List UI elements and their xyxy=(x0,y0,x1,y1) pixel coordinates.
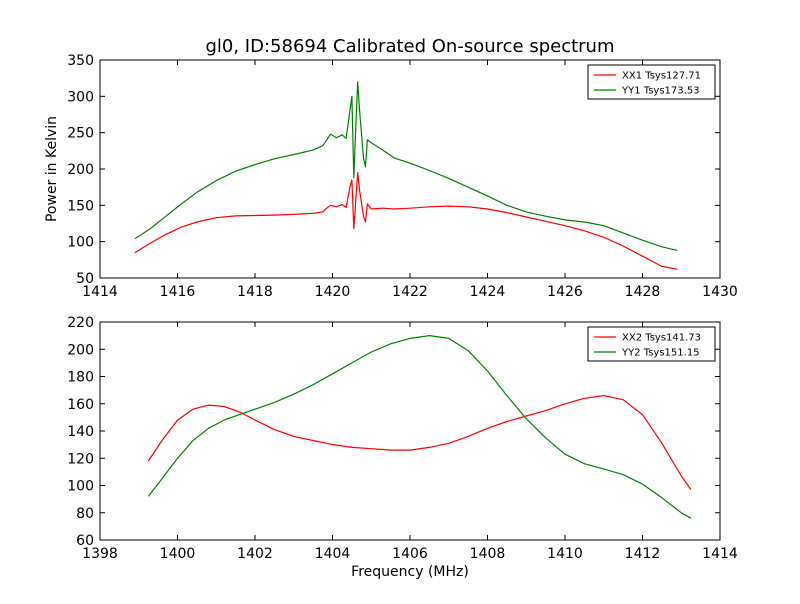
bottom-xtick-label: 1400 xyxy=(160,546,196,562)
top-ytick-label: 150 xyxy=(67,198,94,214)
top-series xyxy=(134,81,678,270)
top-ytick-label: 100 xyxy=(67,235,94,251)
top-ytick-label: 250 xyxy=(67,126,94,142)
bottom-plot-frame xyxy=(99,321,721,541)
top-xtick-label: 1422 xyxy=(392,284,428,300)
top-legend-label-1: YY1 Tsys173.53 xyxy=(621,86,700,97)
bottom-ytick-label: 80 xyxy=(76,506,94,522)
top-xtick-label: 1416 xyxy=(160,284,196,300)
top-xtick-label: 1420 xyxy=(315,284,351,300)
top-ytick-label: 50 xyxy=(76,271,94,287)
bottom-legend: XX2 Tsys141.73 YY2 Tsys151.15 xyxy=(587,326,716,362)
bottom-xtick-label: 1398 xyxy=(82,546,118,562)
top-plot-frame xyxy=(99,59,721,279)
bottom-xtick-label: 1404 xyxy=(315,546,351,562)
bottom-ytick-label: 160 xyxy=(67,397,94,413)
top-xtick-label: 1424 xyxy=(470,284,506,300)
bottom-legend-box xyxy=(587,326,716,362)
top-legend-label-0: XX1 Tsys127.71 xyxy=(622,71,701,82)
figure-title: gl0, ID:58694 Calibrated On-source spect… xyxy=(205,36,614,57)
bottom-series xyxy=(147,335,692,519)
top-xtick-label: 1428 xyxy=(625,284,661,300)
bottom-legend-label-1: YY2 Tsys151.15 xyxy=(621,348,700,359)
bottom-xlabel: Frequency (MHz) xyxy=(351,564,469,580)
bottom-legend-label-0: XX2 Tsys141.73 xyxy=(622,333,701,344)
bottom-xtick-label: 1414 xyxy=(702,546,738,562)
top-xtick-label: 1426 xyxy=(547,284,583,300)
top-legend: XX1 Tsys127.71 YY1 Tsys173.53 xyxy=(587,64,716,100)
bottom-ytick-label: 120 xyxy=(67,451,94,467)
top-legend-box xyxy=(587,64,716,100)
bottom-ytick-label: 140 xyxy=(67,424,94,440)
top-ticks: 1414 1416 1418 1420 1422 1424 1426 1428 1430 50 10… xyxy=(67,53,738,300)
bottom-ytick-label: 100 xyxy=(67,479,94,495)
top-xtick-label: 1430 xyxy=(702,284,738,300)
top-ylabel: Power in Kelvin xyxy=(44,116,60,222)
bottom-ytick-label: 220 xyxy=(67,315,94,331)
top-ytick-label: 200 xyxy=(67,162,94,178)
bottom-ytick-label: 200 xyxy=(67,342,94,358)
bottom-xtick-label: 1412 xyxy=(625,546,661,562)
bottom-ytick-label: 180 xyxy=(67,370,94,386)
bottom-ytick-label: 60 xyxy=(76,533,94,549)
top-panel: 1414 1416 1418 1420 1422 1424 1426 1428 1430 50 10… xyxy=(44,53,738,300)
bottom-xtick-label: 1410 xyxy=(547,546,583,562)
bottom-xtick-label: 1406 xyxy=(392,546,428,562)
top-ytick-label: 300 xyxy=(67,89,94,105)
bottom-xtick-label: 1402 xyxy=(237,546,273,562)
top-series-line-0 xyxy=(134,172,678,270)
bottom-panel: 1398 1400 1402 1404 1406 1408 1410 1412 1414 60 80… xyxy=(67,315,738,580)
top-series-line-1 xyxy=(134,81,678,251)
bottom-xtick-label: 1408 xyxy=(470,546,506,562)
top-ytick-label: 350 xyxy=(67,53,94,69)
top-xtick-label: 1414 xyxy=(82,284,118,300)
top-xtick-label: 1418 xyxy=(237,284,273,300)
bottom-series-line-1 xyxy=(147,335,692,519)
bottom-series-line-0 xyxy=(147,395,692,490)
